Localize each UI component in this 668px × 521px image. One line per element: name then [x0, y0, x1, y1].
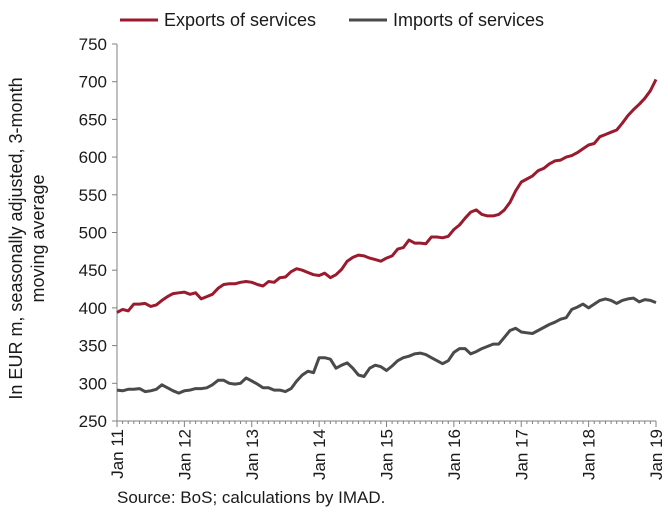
source-note: Source: BoS; calculations by IMAD.: [117, 488, 386, 507]
y-axis-label-line: moving average: [28, 174, 48, 302]
series-line-exports: [116, 78, 658, 314]
y-tick-label: 450: [79, 261, 107, 280]
legend-label-exports: Exports of services: [164, 10, 316, 30]
x-tick-label: Jan 11: [108, 429, 127, 479]
plot-area: [116, 78, 658, 395]
legend: Exports of services Imports of services: [120, 10, 544, 30]
legend-label-imports: Imports of services: [393, 10, 544, 30]
y-tick-label: 350: [79, 337, 107, 356]
y-axis: 250 300 350 400 450 500 550 600 650 700 750: [79, 35, 118, 431]
x-tick-label: Jan 14: [310, 429, 329, 480]
x-axis: Jan 11 Jan 12 Jan 13 Jan 14 Jan 15 Jan 16 Jan …: [108, 420, 666, 480]
y-tick-label: 750: [79, 35, 107, 54]
series-line-imports: [116, 296, 657, 395]
x-tick-label: Jan 19: [647, 429, 666, 480]
x-tick-label: Jan 13: [243, 429, 262, 480]
y-axis-label: In EUR m, seasonally adjusted, 3-month mo…: [6, 77, 48, 399]
x-tick-label: Jan 12: [175, 429, 194, 480]
x-tick-label: Jan 18: [580, 429, 599, 480]
x-tick-label: Jan 16: [445, 429, 464, 480]
y-axis-label-line: In EUR m, seasonally adjusted, 3-month: [6, 77, 26, 399]
x-tick-label: Jan 15: [378, 429, 397, 480]
y-tick-label: 250: [79, 412, 107, 431]
y-tick-label: 400: [79, 299, 107, 318]
y-tick-label: 550: [79, 186, 107, 205]
y-tick-label: 300: [79, 374, 107, 393]
y-tick-label: 650: [79, 110, 107, 129]
y-tick-label: 600: [79, 148, 107, 167]
y-tick-label: 500: [79, 224, 107, 243]
x-tick-label: Jan 17: [512, 429, 531, 480]
y-tick-label: 700: [79, 73, 107, 92]
